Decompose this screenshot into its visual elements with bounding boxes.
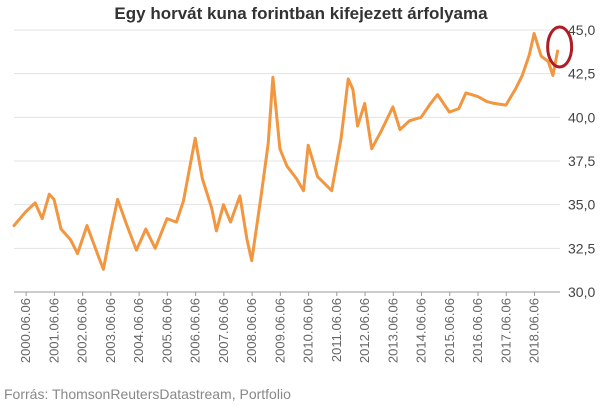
highlight-ellipse <box>546 25 574 69</box>
x-tick-label: 2007.06.06 <box>216 298 231 363</box>
x-tick-label: 2011.06.06 <box>329 298 344 362</box>
x-tick-label: 2018.06.06 <box>526 298 541 363</box>
y-tick-label: 42,5 <box>568 66 595 82</box>
gridlines <box>14 29 560 293</box>
x-tick-label: 2006.06.06 <box>188 298 203 363</box>
x-tick-label: 2010.06.06 <box>301 298 316 363</box>
y-tick-label: 32,5 <box>568 240 595 256</box>
series-group <box>12 32 560 271</box>
y-tick-label: 40,0 <box>568 109 595 125</box>
x-tick-label: 2003.06.06 <box>103 298 118 363</box>
x-tick-label: 2016.06.06 <box>470 298 485 363</box>
x-tick-label: 2008.06.06 <box>244 298 259 363</box>
y-axis: 30,0 32,5 35,0 37,5 40,0 42,5 45,0 <box>568 22 595 300</box>
x-tick-label: 2017.06.06 <box>498 298 513 363</box>
series-line <box>12 32 560 271</box>
x-tick-label: 2001.06.06 <box>46 298 61 363</box>
chart-title: Egy horvát kuna forintban kifejezett árf… <box>114 4 488 23</box>
x-tick-label: 2015.06.06 <box>442 298 457 363</box>
x-axis: 2000.06.06 2001.06.06 2002.06.06 2003.06.06… <box>18 292 541 363</box>
x-tick-label: 2013.06.06 <box>385 298 400 363</box>
y-tick-label: 45,0 <box>568 22 595 38</box>
x-tick-label: 2012.06.06 <box>357 298 372 363</box>
y-tick-label: 30,0 <box>568 284 595 300</box>
x-tick-label: 2004.06.06 <box>131 298 146 363</box>
y-tick-label: 35,0 <box>568 197 595 213</box>
source-note: Forrás: ThomsonReutersDatastream, Portfo… <box>4 386 291 402</box>
x-tick-label: 2000.06.06 <box>18 298 33 363</box>
y-tick-label: 37,5 <box>568 153 595 169</box>
x-tick-label: 2002.06.06 <box>75 298 90 363</box>
x-tick-label: 2005.06.06 <box>159 298 174 363</box>
x-tick-label: 2009.06.06 <box>272 298 287 363</box>
x-tick-label: 2014.06.06 <box>414 298 429 363</box>
